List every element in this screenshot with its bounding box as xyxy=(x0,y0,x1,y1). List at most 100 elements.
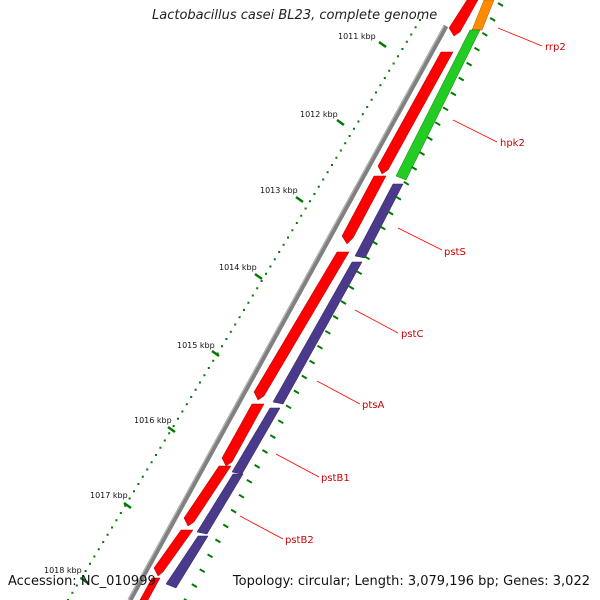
gene-hpk2-green[interactable] xyxy=(395,29,481,181)
backbone-group xyxy=(127,24,449,600)
scale-dot xyxy=(414,26,417,29)
inner-dash xyxy=(340,300,347,305)
scale-dot xyxy=(93,555,96,558)
tick-label-1018: 1018 kbp xyxy=(44,566,82,575)
scale-dot xyxy=(185,403,188,406)
scale-dot xyxy=(133,490,135,493)
scale-dot xyxy=(348,135,351,137)
scale-dot xyxy=(260,280,263,282)
inner-dash xyxy=(301,374,308,380)
major-tick xyxy=(336,118,345,127)
major-tick xyxy=(378,40,387,49)
scale-dot xyxy=(353,127,355,130)
inner-dash xyxy=(316,344,323,350)
scale-dot xyxy=(278,251,281,253)
scale-dot xyxy=(335,156,338,159)
scale-dot xyxy=(410,33,413,36)
scale-dot xyxy=(309,200,311,203)
gene-pstC-reverse[interactable] xyxy=(272,261,363,405)
inner-dash xyxy=(230,508,237,514)
gene-label-pstS[interactable]: pstS xyxy=(444,247,466,258)
scale-dot xyxy=(238,316,241,319)
major-tick xyxy=(211,349,220,358)
pstC-leader xyxy=(354,309,399,334)
scale-dot xyxy=(251,294,254,297)
scale-dot xyxy=(97,548,100,551)
inner-dash xyxy=(214,538,221,544)
scale-dot xyxy=(265,272,267,275)
scale-dot xyxy=(190,396,193,398)
gene-label-pstB1[interactable]: pstB1 xyxy=(321,473,350,484)
gene-rrp2-forward[interactable] xyxy=(448,0,479,37)
inner-dash xyxy=(222,523,229,529)
inner-dash xyxy=(246,478,253,484)
scale-ticks xyxy=(80,40,387,585)
inner-dash xyxy=(269,434,276,439)
scale-dot xyxy=(357,120,360,123)
gene-label-hpk2[interactable]: hpk2 xyxy=(500,138,525,149)
scale-dot xyxy=(401,48,404,50)
gene-pstB2-forward[interactable] xyxy=(153,529,194,577)
scale-dot xyxy=(379,84,382,87)
scale-dot xyxy=(392,62,395,65)
scale-dot xyxy=(212,359,215,362)
scale-dot xyxy=(370,98,373,101)
inner-dash xyxy=(254,464,261,469)
gene-label-pstC[interactable]: pstC xyxy=(401,329,423,340)
scale-dot xyxy=(361,113,364,116)
gene-next-forward[interactable] xyxy=(139,577,161,600)
gene-rrp2-orange[interactable] xyxy=(471,0,495,31)
gene-labels: rrp2 hpk2 pstS pstC ptsA pstB1 pstB2 xyxy=(285,42,566,546)
label-lines xyxy=(239,27,543,540)
scale-dot xyxy=(322,178,325,181)
inner-dash xyxy=(309,359,316,365)
pstS-leader xyxy=(397,227,443,251)
scale-dot xyxy=(295,222,298,224)
inner-dash xyxy=(418,151,426,156)
inner-dash xyxy=(481,31,488,37)
rrp2-leader xyxy=(497,27,543,47)
scale-dot xyxy=(128,497,131,500)
inner-dash xyxy=(395,195,402,201)
scale-dot xyxy=(375,91,377,94)
scale-dot xyxy=(339,149,342,152)
gene-pstS-forward[interactable] xyxy=(341,175,387,245)
scale-dot xyxy=(313,193,316,195)
gene-pstB1-forward[interactable] xyxy=(183,465,232,527)
scale-dot xyxy=(291,229,294,232)
gene-pstS-reverse[interactable] xyxy=(354,183,404,259)
inner-dash xyxy=(238,493,245,499)
gene-pstC-forward[interactable] xyxy=(253,251,350,401)
inner-dash xyxy=(473,46,480,52)
inner-dash xyxy=(199,568,206,574)
scale-dot xyxy=(111,526,113,529)
gene-label-pstB2[interactable]: pstB2 xyxy=(285,535,314,546)
scale-dot xyxy=(207,367,210,369)
tick-label-1014: 1014 kbp xyxy=(219,263,257,272)
scale-dot xyxy=(247,301,250,304)
gene-hpk2-forward[interactable] xyxy=(377,51,454,175)
map-title: Lactobacillus casei BL23, complete genom… xyxy=(152,8,438,23)
hpk2-leader xyxy=(452,119,498,143)
scale-dot xyxy=(177,417,179,420)
ptsA-leader xyxy=(316,380,361,405)
gene-ptsA-forward[interactable] xyxy=(221,403,265,467)
gene-label-rrp2[interactable]: rrp2 xyxy=(545,42,566,53)
gene-label-ptsA[interactable]: ptsA xyxy=(362,400,384,411)
inner-dash xyxy=(411,166,418,171)
scale-dot xyxy=(287,236,289,239)
scale-dot xyxy=(317,185,320,188)
tick-label-1016: 1016 kbp xyxy=(134,416,172,425)
tick-label-1011: 1011 kbp xyxy=(338,32,376,41)
gene-pstB2-reverse[interactable] xyxy=(165,535,209,589)
scale-dot xyxy=(141,475,144,478)
scale-dot xyxy=(159,446,162,449)
major-tick xyxy=(123,501,132,510)
gene-pstB1-reverse[interactable] xyxy=(196,473,244,535)
inner-dash xyxy=(458,76,465,82)
scale-dot xyxy=(300,214,303,217)
scale-dot xyxy=(155,454,157,456)
pstB2-leader xyxy=(239,515,284,540)
scale-dot xyxy=(172,425,175,427)
